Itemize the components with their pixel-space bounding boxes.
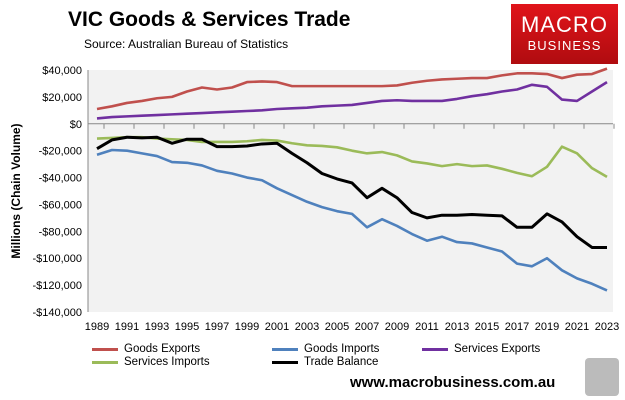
legend-swatch xyxy=(272,360,298,364)
x-tick-label: 2019 xyxy=(535,321,559,333)
legend-label: Goods Imports xyxy=(304,343,380,355)
x-tick-label: 2011 xyxy=(415,321,439,333)
y-tick-label: -$80,000 xyxy=(39,226,82,238)
plot-area xyxy=(88,70,613,312)
x-tick-label: 1989 xyxy=(85,321,109,333)
y-tick-label: -$20,000 xyxy=(39,146,82,158)
x-tick-label: 1991 xyxy=(115,321,139,333)
y-axis-label: Millions (Chain Volume) xyxy=(9,123,23,258)
y-tick-label: -$100,000 xyxy=(32,253,82,265)
x-tick-label: 2021 xyxy=(565,321,589,333)
y-tick-label: $40,000 xyxy=(42,65,82,77)
x-tick-label: 2001 xyxy=(265,321,289,333)
series-line-goods-exports xyxy=(96,67,608,111)
x-tick-label: 1993 xyxy=(145,321,169,333)
footer-url[interactable]: www.macrobusiness.com.au xyxy=(350,374,556,391)
y-tick-label: -$60,000 xyxy=(39,199,82,211)
legend-item: Goods Exports xyxy=(92,343,200,355)
legend-swatch xyxy=(272,347,298,351)
x-tick-label: 1995 xyxy=(175,321,199,333)
x-tick-label: 1999 xyxy=(235,321,259,333)
x-tick-label: 2015 xyxy=(475,321,499,333)
logo-line1: MACRO xyxy=(521,12,608,37)
y-tick-label: $20,000 xyxy=(42,92,82,104)
legend-swatch xyxy=(92,347,118,351)
x-tick-label: 2007 xyxy=(355,321,379,333)
legend-label: Services Exports xyxy=(454,343,541,355)
y-tick-label: -$140,000 xyxy=(32,307,82,319)
wolf-logo-icon xyxy=(585,358,619,396)
legend-label: Goods Exports xyxy=(124,343,201,355)
legend-label: Services Imports xyxy=(124,356,210,368)
y-tick-label: -$120,000 xyxy=(32,280,82,292)
legend-swatch xyxy=(92,360,118,364)
chart-title: VIC Goods & Services Trade xyxy=(68,8,351,31)
x-tick-label: 2017 xyxy=(505,321,529,333)
legend-swatch xyxy=(422,347,448,351)
logo-line2: BUSINESS xyxy=(527,38,602,53)
legend-item: Services Exports xyxy=(422,343,540,355)
x-tick-label: 1997 xyxy=(205,321,229,333)
x-tick-label: 2003 xyxy=(295,321,319,333)
chart-source: Source: Australian Bureau of Statistics xyxy=(84,37,289,51)
series-line-trade-balance xyxy=(96,135,607,249)
legend-item: Goods Imports xyxy=(272,343,379,355)
x-tick-label: 2023 xyxy=(595,321,619,333)
legend-item: Trade Balance xyxy=(272,356,378,368)
x-tick-label: 2005 xyxy=(325,321,349,333)
x-tick-label: 2013 xyxy=(445,321,469,333)
series-line-services-exports xyxy=(96,80,608,120)
y-tick-label: $0 xyxy=(70,119,82,131)
legend-label: Trade Balance xyxy=(304,356,379,368)
series-line-goods-imports xyxy=(96,148,608,292)
macrobusiness-logo: MACRO BUSINESS xyxy=(511,4,618,64)
y-tick-label: -$40,000 xyxy=(39,173,82,185)
x-tick-label: 2009 xyxy=(385,321,409,333)
legend-item: Services Imports xyxy=(92,356,210,368)
